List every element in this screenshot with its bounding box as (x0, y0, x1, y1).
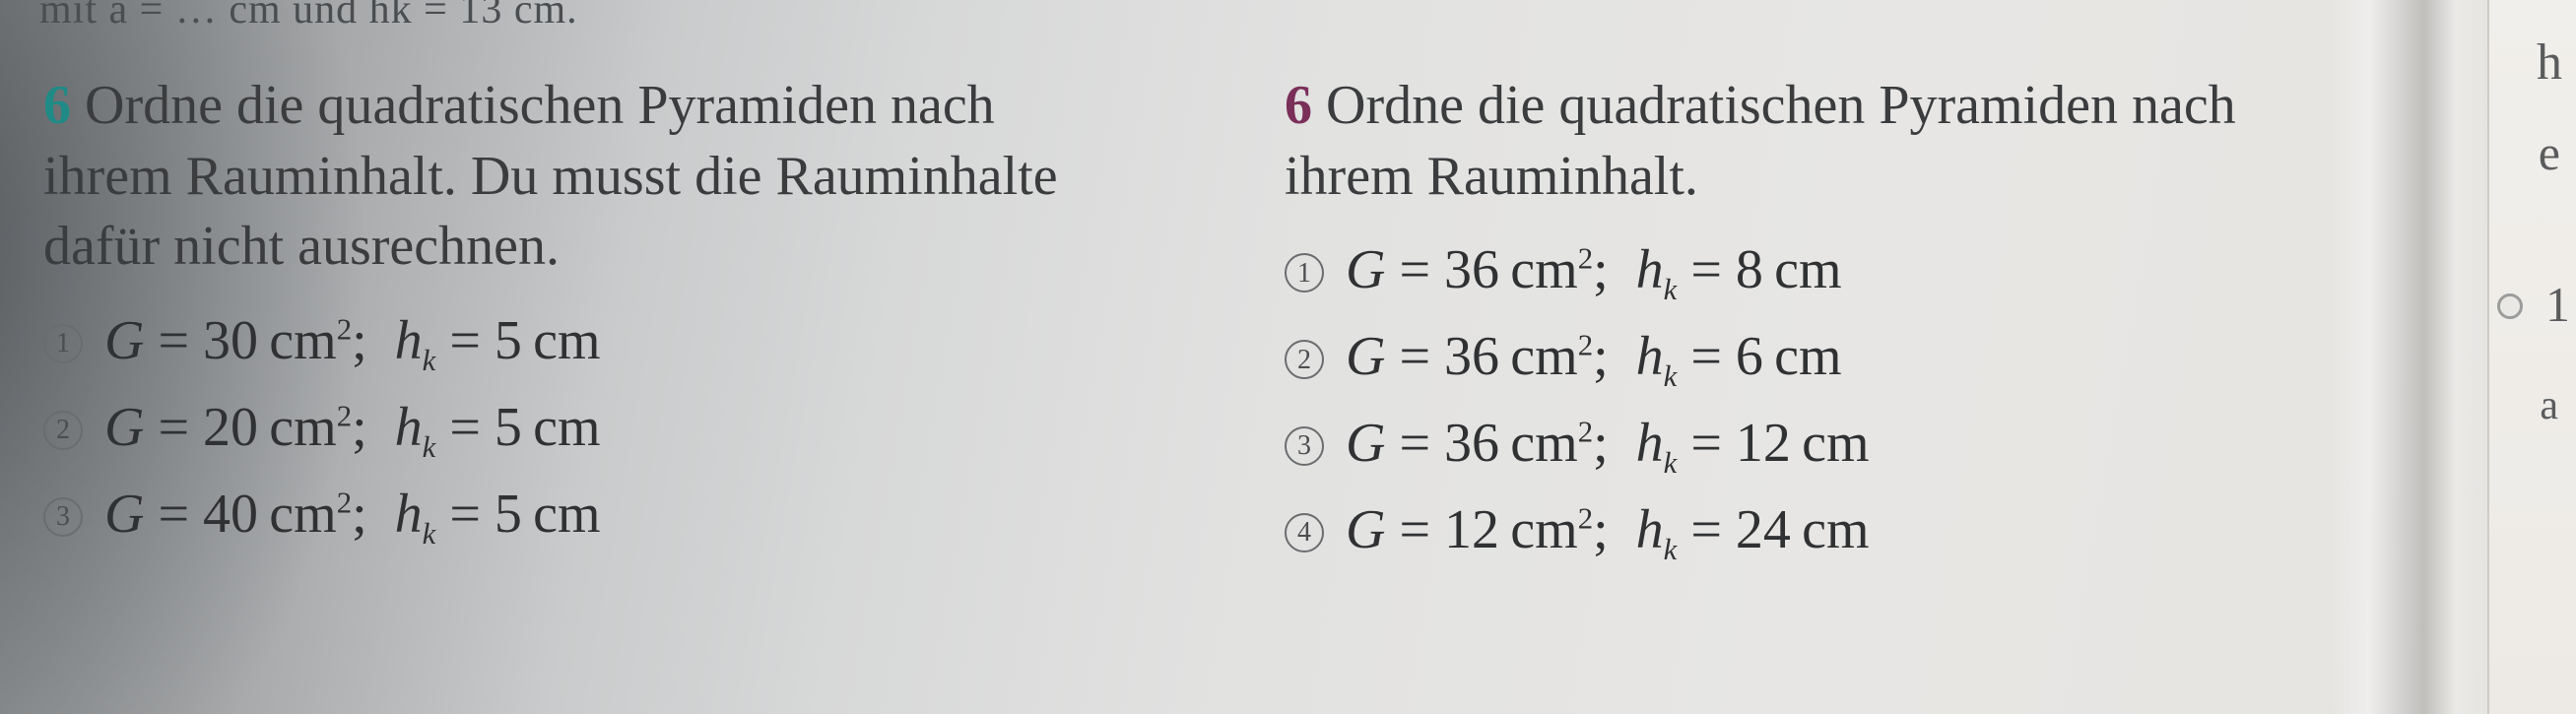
content-columns: 6Ordne die quadratischen Pyramiden nach … (43, 71, 2418, 574)
margin-letter: a (2540, 382, 2558, 429)
item-formula: G = 40 cm2; hk = 5 cm (104, 472, 601, 558)
margin-circle-icon (2497, 293, 2523, 319)
exercise-heading-line2: ihrem Rauminhalt. Du musst die Rauminhal… (43, 146, 1058, 207)
item-number-circle: 2 (1285, 340, 1324, 379)
item-number-circle: 4 (1285, 513, 1324, 552)
exercise-6-left: 6Ordne die quadratischen Pyramiden nach … (43, 71, 1156, 574)
exercise-items: 1 G = 30 cm2; hk = 5 cm 2 G = 20 cm2; hk… (43, 298, 1156, 558)
item-number-circle: 1 (43, 324, 83, 363)
exercise-items: 1 G = 36 cm2; hk = 8 cm 2 G = 36 cm2; hk… (1285, 227, 2427, 574)
exercise-6-right: 6Ordne die quadratischen Pyramiden nach … (1285, 71, 2427, 574)
list-item: 2 G = 20 cm2; hk = 5 cm (43, 385, 1156, 472)
item-formula: G = 20 cm2; hk = 5 cm (104, 385, 601, 472)
list-item: 1 G = 30 cm2; hk = 5 cm (43, 298, 1156, 385)
item-formula: G = 30 cm2; hk = 5 cm (104, 298, 601, 385)
exercise-heading-line1: Ordne die quadratischen Pyramiden nach (1326, 75, 2236, 136)
exercise-heading-line2: ihrem Rauminhalt. (1285, 146, 1698, 207)
top-cutoff-fragment: mit a = … cm und hk = 13 cm. (39, 0, 578, 33)
next-page-sliver (2487, 0, 2576, 714)
margin-letter: e (2539, 124, 2560, 181)
item-number-circle: 3 (1285, 426, 1324, 466)
list-item: 3 G = 36 cm2; hk = 12 cm (1285, 401, 2427, 487)
exercise-number: 6 (43, 75, 71, 136)
exercise-heading-line1: Ordne die quadratischen Pyramiden nach (85, 75, 995, 136)
list-item: 4 G = 12 cm2; hk = 24 cm (1285, 487, 2427, 574)
list-item: 1 G = 36 cm2; hk = 8 cm (1285, 227, 2427, 314)
list-item: 2 G = 36 cm2; hk = 6 cm (1285, 314, 2427, 401)
exercise-heading-line3: dafür nicht ausrechnen. (43, 216, 560, 277)
item-number-circle: 2 (43, 411, 83, 450)
item-formula: G = 36 cm2; hk = 12 cm (1346, 401, 1870, 487)
list-item: 3 G = 40 cm2; hk = 5 cm (43, 472, 1156, 558)
item-formula: G = 36 cm2; hk = 8 cm (1346, 227, 1842, 314)
margin-letter: 1 (2545, 276, 2570, 333)
exercise-heading: 6Ordne die quadratischen Pyramiden nach … (1285, 71, 2427, 212)
margin-letter: h (2537, 33, 2562, 92)
item-formula: G = 36 cm2; hk = 6 cm (1346, 314, 1842, 401)
item-number-circle: 3 (43, 497, 83, 537)
item-number-circle: 1 (1285, 253, 1324, 292)
item-formula: G = 12 cm2; hk = 24 cm (1346, 487, 1870, 574)
exercise-heading: 6Ordne die quadratischen Pyramiden nach … (43, 71, 1156, 283)
exercise-number: 6 (1285, 75, 1312, 136)
